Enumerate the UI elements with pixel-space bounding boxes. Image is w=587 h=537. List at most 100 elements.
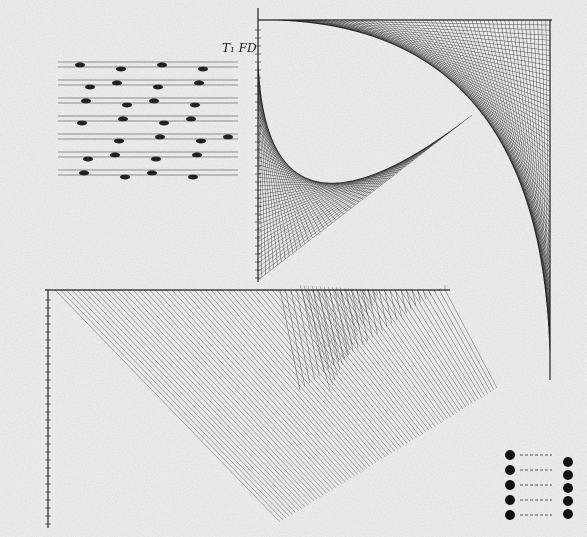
string [257, 113, 321, 233]
string [285, 289, 306, 387]
string [373, 289, 383, 331]
string [343, 287, 358, 336]
string [296, 289, 315, 380]
note-blob [85, 84, 95, 90]
string [439, 288, 441, 291]
string [60, 289, 284, 521]
legend-marks [505, 450, 573, 520]
string [257, 126, 457, 264]
string [199, 289, 361, 473]
string [438, 19, 551, 239]
string [216, 289, 371, 467]
string [88, 289, 299, 511]
string [312, 289, 330, 370]
string [426, 19, 551, 223]
string [311, 289, 423, 435]
note-blob [149, 98, 159, 104]
string [116, 289, 315, 502]
string [394, 289, 470, 406]
string [418, 19, 551, 213]
string [359, 288, 368, 316]
legend-dot [505, 465, 515, 475]
string [428, 289, 488, 394]
string [257, 91, 302, 248]
string [416, 289, 482, 398]
string [344, 289, 442, 423]
string [363, 288, 371, 311]
string [355, 289, 448, 419]
string [305, 289, 420, 437]
string [525, 19, 551, 345]
note-blob [155, 134, 165, 140]
string [422, 19, 551, 218]
string [177, 289, 349, 481]
string [433, 289, 436, 293]
string [121, 289, 318, 500]
string [422, 289, 426, 300]
string [238, 289, 383, 459]
note-blob [198, 66, 208, 72]
legend-dot [505, 510, 515, 520]
string [257, 143, 348, 212]
string [520, 19, 551, 340]
string [210, 289, 367, 469]
string [307, 285, 336, 381]
string [54, 289, 281, 523]
string [257, 129, 453, 259]
string [249, 289, 389, 456]
note-blob [186, 116, 196, 122]
string [257, 100, 309, 242]
note-blob [122, 102, 132, 108]
note-blob [112, 80, 122, 86]
legend-dot [563, 509, 573, 519]
note-blob [223, 134, 233, 140]
staff-sketch [58, 61, 238, 180]
string [272, 289, 402, 448]
string [366, 289, 454, 415]
note-blob [188, 174, 198, 180]
string [340, 289, 354, 352]
string [257, 96, 305, 245]
string [233, 289, 380, 461]
string [171, 289, 346, 482]
note-blob [196, 138, 206, 144]
string [339, 287, 356, 341]
string [378, 289, 388, 328]
string [533, 19, 551, 355]
string [182, 289, 352, 479]
string [260, 289, 395, 452]
string [406, 289, 412, 310]
string [430, 19, 551, 229]
string [138, 289, 327, 494]
legend-dot [563, 496, 573, 506]
string [361, 289, 451, 417]
string [395, 289, 402, 317]
string [367, 289, 373, 306]
string [319, 286, 343, 366]
string [257, 120, 465, 272]
string [127, 289, 321, 498]
string [132, 289, 324, 496]
string [166, 289, 343, 484]
string [446, 19, 551, 249]
string [375, 289, 378, 296]
string [71, 289, 290, 517]
string [537, 19, 551, 360]
string [283, 289, 408, 444]
string [384, 289, 393, 324]
legend-dot [505, 480, 515, 490]
string [257, 117, 469, 276]
string [155, 289, 336, 488]
legend-dot [505, 450, 515, 460]
string [541, 19, 551, 365]
note-blob [75, 62, 85, 68]
string [439, 289, 495, 391]
string [257, 130, 337, 221]
string [433, 289, 492, 392]
string [315, 285, 341, 371]
note-blob [116, 66, 126, 72]
string [299, 289, 417, 438]
string [444, 289, 498, 389]
string [417, 289, 422, 303]
string [303, 285, 333, 386]
